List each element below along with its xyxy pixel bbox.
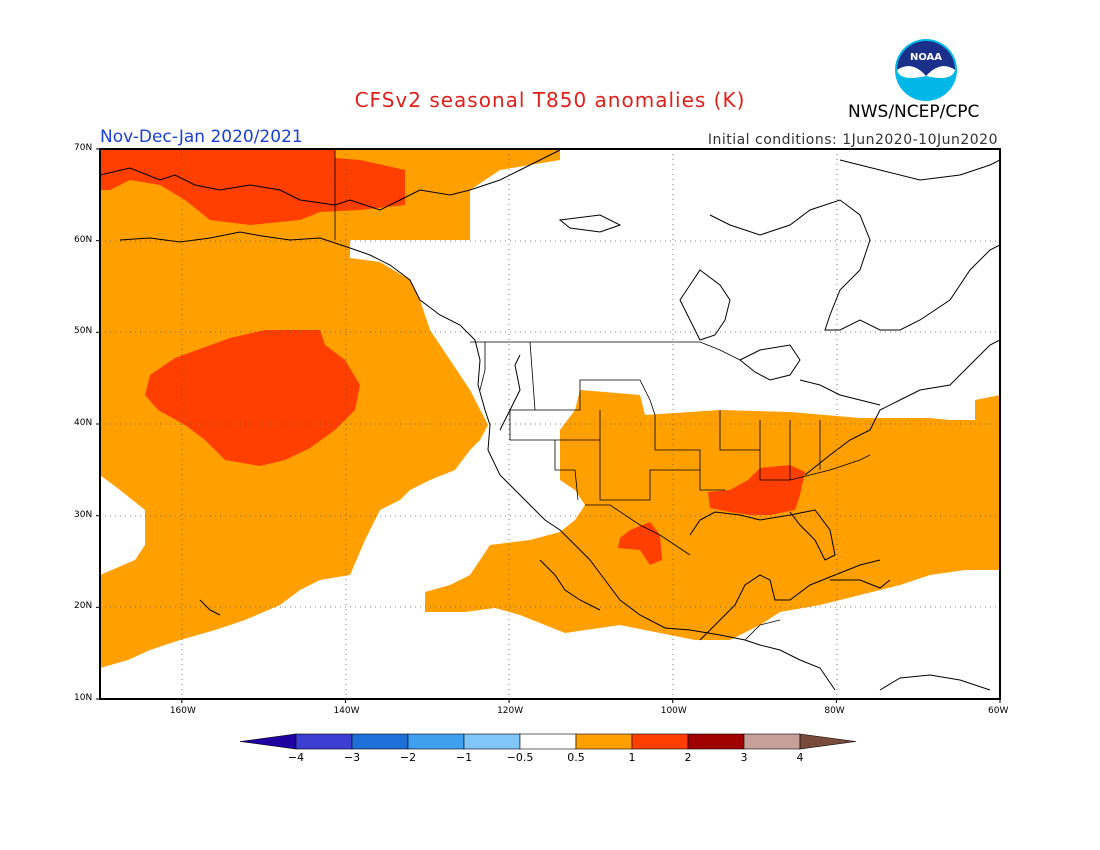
- lon-label: 120W: [497, 706, 524, 716]
- noaa-logo-icon: NOAA: [895, 39, 957, 101]
- lon-label: 140W: [333, 706, 360, 716]
- lon-label: 80W: [824, 706, 845, 716]
- lat-label: 70N: [74, 143, 93, 153]
- colorbar-label: −2: [399, 751, 417, 764]
- lat-label: 50N: [74, 326, 93, 337]
- lon-label: 160W: [169, 706, 196, 716]
- period-label: Nov-Dec-Jan 2020/2021: [100, 127, 303, 147]
- colorbar-cell: [295, 733, 353, 750]
- colorbar-cell: [631, 733, 689, 750]
- coastlines: [100, 149, 1000, 691]
- colorbar-arrow-low: [239, 733, 297, 750]
- anomaly-region-southeast-us-core: [708, 465, 805, 515]
- colorbar-arrow-high: [799, 733, 857, 750]
- lat-label: 60N: [74, 234, 93, 245]
- anomaly-region-alaska-bering: [100, 149, 405, 225]
- lon-label: 60W: [988, 706, 1009, 716]
- colorbar-label: 2: [684, 751, 692, 764]
- colorbar-cell: [575, 733, 633, 750]
- anomaly-region-north-pacific-core: [145, 330, 360, 466]
- anomaly-region-eastern-us-mexico: [425, 390, 1000, 640]
- colorbar-label: 1: [628, 751, 636, 764]
- colorbar-label: −4: [287, 751, 305, 764]
- political-boundaries: [334, 149, 871, 641]
- colorbar-cell: [463, 733, 521, 750]
- graticule: [100, 149, 1000, 699]
- colorbar-label: 3: [740, 751, 748, 764]
- lat-label: 10N: [74, 693, 93, 703]
- colorbar-label: −1: [455, 751, 473, 764]
- colorbar-cell: [519, 733, 577, 750]
- colorbar-label: −0.5: [506, 751, 534, 764]
- organization-label: NWS/NCEP/CPC: [848, 102, 980, 122]
- lat-label: 30N: [74, 509, 93, 520]
- colorbar-label: 0.5: [567, 751, 585, 764]
- lon-label: 100W: [660, 706, 687, 716]
- colorbar-cell: [407, 733, 465, 750]
- colorbar-cell: [687, 733, 745, 750]
- colorbar-label: −3: [343, 751, 361, 764]
- chart-title: CFSv2 seasonal T850 anomalies (K): [354, 88, 746, 112]
- colorbar-cell: [743, 733, 801, 750]
- colorbar-label: 4: [796, 751, 804, 764]
- lat-label: 20N: [74, 601, 93, 612]
- colorbar-cell: [351, 733, 409, 750]
- initial-conditions-label: Initial conditions: 1Jun2020-10Jun2020: [707, 132, 998, 148]
- anomaly-region-mexico-core: [618, 522, 662, 565]
- lat-label: 40N: [74, 418, 93, 428]
- logo-text: NOAA: [910, 52, 942, 63]
